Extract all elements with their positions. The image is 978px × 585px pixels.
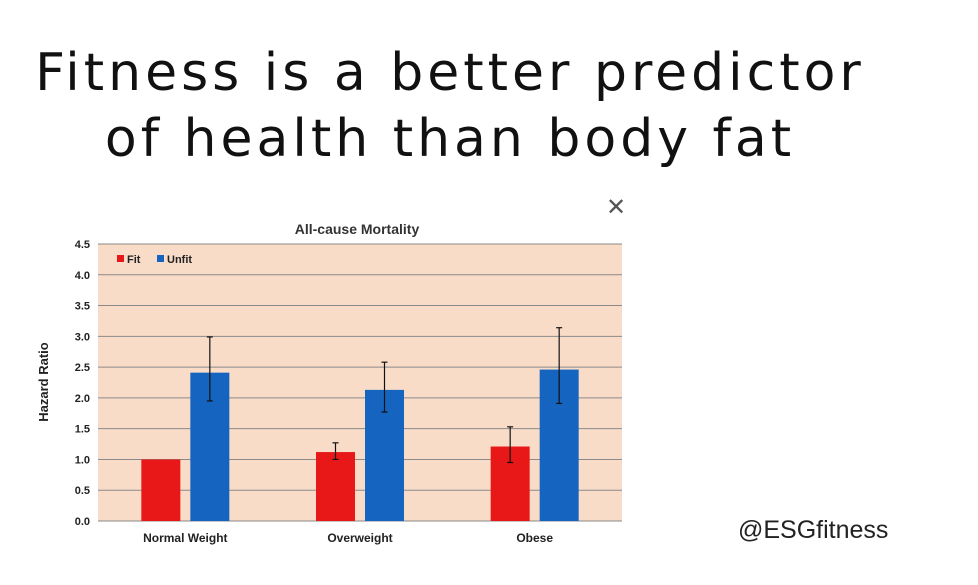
author-handle: @ESGfitness [738,516,889,544]
plot-area [98,244,622,521]
y-tick-label: 4.5 [75,239,90,251]
y-tick-label: 0.0 [75,516,90,528]
grid-lines [98,243,622,522]
error-bars [206,327,563,464]
category-label: Overweight [327,531,392,545]
y-tick-label: 3.0 [75,331,90,343]
mortality-chart: 0.0 0.5 1.0 1.5 2.0 2.5 3.0 3.5 4.0 4.5 Normal We… [36,221,622,545]
close-icon: ✕ [605,193,627,221]
legend-swatch-unfit [157,255,164,262]
category-label: Normal Weight [143,531,227,545]
legend-swatch-fit [117,255,124,262]
error-bar-unfit-2 [381,361,388,413]
bars [141,369,579,521]
headline-line-2: of health than body fat [104,109,796,169]
y-tick-label: 1.5 [75,424,90,436]
error-bar-unfit-3 [556,327,563,405]
category-label: Obese [516,531,553,545]
y-tick-label: 0.5 [75,485,90,497]
chart-title: All-cause Mortality [295,221,420,237]
y-tick-label: 4.0 [75,270,90,282]
y-tick-label: 2.0 [75,393,90,405]
error-bar-fit-2 [332,442,339,461]
error-bar-fit-3 [507,426,514,464]
legend-label-fit: Fit [127,254,141,266]
headline: Fitness is a better predictor of health … [0,40,900,172]
bar-fit-1 [141,459,181,521]
legend: Fit Unfit [117,254,192,266]
category-labels: Normal Weight Overweight Obese [143,531,553,545]
error-bar-unfit-1 [206,336,213,402]
bar-fit-2 [316,452,355,521]
y-tick-labels: 0.0 0.5 1.0 1.5 2.0 2.5 3.0 3.5 4.0 4.5 [75,239,90,528]
y-axis-label: Hazard Ratio [36,342,51,422]
headline-line-1: Fitness is a better predictor [35,43,865,103]
y-tick-label: 1.0 [75,454,90,466]
close-button[interactable]: ✕ [602,193,630,221]
legend-label-unfit: Unfit [167,254,192,266]
y-tick-label: 3.5 [75,301,90,313]
y-tick-label: 2.5 [75,362,90,374]
